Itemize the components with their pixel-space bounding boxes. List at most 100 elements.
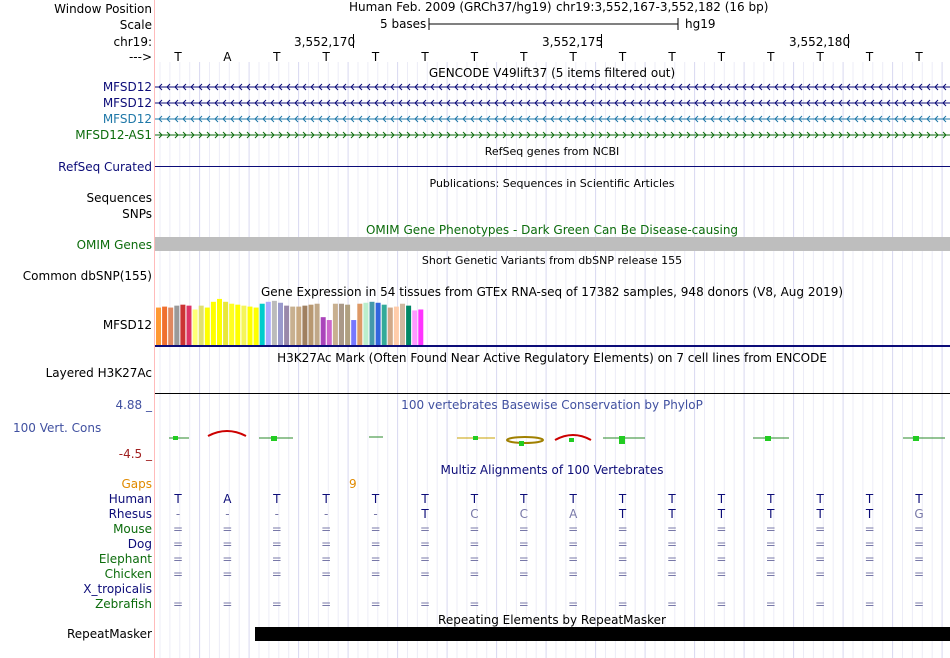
strand-arrow [550, 99, 555, 107]
strand-arrow [422, 99, 427, 107]
species-label[interactable]: Zebrafish [95, 597, 152, 611]
gencode-transcripts[interactable] [155, 80, 950, 144]
gaps-label[interactable]: Gaps [121, 477, 152, 491]
gtex-expression-chart[interactable] [155, 297, 950, 349]
strand-arrow [662, 115, 667, 123]
h3k27ac-label[interactable]: Layered H3K27Ac [45, 366, 152, 380]
strand-arrow [694, 83, 699, 91]
strand-arrow [470, 83, 475, 91]
dbsnp-label[interactable]: Common dbSNP(155) [22, 269, 152, 283]
strand-arrow [822, 99, 827, 107]
strand-arrow [606, 131, 611, 139]
strand-arrow [518, 83, 523, 91]
h3k27ac-title[interactable]: H3K27Ac Mark (Often Found Near Active Re… [277, 351, 827, 365]
conservation-label[interactable]: 100 Vert. Cons [13, 421, 102, 435]
species-label[interactable]: Chicken [104, 567, 152, 581]
strand-arrow [342, 131, 347, 139]
alignment-base: = [666, 597, 678, 611]
alignment-base: = [321, 567, 332, 581]
strand-arrow [390, 115, 395, 123]
strand-arrow [262, 99, 267, 107]
gencode-track-label[interactable]: MFSD12 [102, 80, 152, 94]
strand-arrow [622, 115, 627, 123]
strand-arrow [334, 115, 339, 123]
repeatmasker-label[interactable]: RepeatMasker [66, 627, 152, 641]
strand-arrow [766, 131, 771, 139]
alignment-base: = [222, 597, 233, 611]
strand-arrow [222, 131, 227, 139]
repeatmasker-title[interactable]: Repeating Elements by RepeatMasker [438, 613, 666, 627]
species-label[interactable]: Mouse [113, 522, 152, 536]
strand-arrow [502, 131, 507, 139]
strand-arrow [646, 99, 651, 107]
strand-arrow [294, 99, 299, 107]
omim-title[interactable]: OMIM Gene Phenotypes - Dark Green Can Be… [365, 223, 739, 237]
species-label[interactable]: X_tropicalis [83, 582, 152, 596]
refseq-title[interactable]: RefSeq genes from NCBI [484, 145, 620, 158]
strand-arrow [462, 99, 467, 107]
gtex-label[interactable]: MFSD12 [102, 318, 152, 332]
conservation-plot[interactable] [155, 426, 950, 448]
strand-arrow [782, 131, 787, 139]
strand-arrow [518, 115, 523, 123]
strand-arrow [942, 115, 947, 123]
alignment-base: = [568, 597, 579, 611]
gencode-title[interactable]: GENCODE V49lift37 (5 items filtered out) [428, 66, 676, 80]
publications-snps-label[interactable]: SNPs [122, 207, 152, 221]
strand-arrow [694, 115, 699, 123]
publications-sequences-label[interactable]: Sequences [86, 191, 152, 205]
gtex-tissue-bar [418, 309, 424, 345]
gtex-tissue-bar [357, 303, 363, 345]
strand-arrow [774, 99, 779, 107]
refseq-gene-line[interactable] [155, 166, 950, 167]
gtex-title[interactable]: Gene Expression in 54 tissues from GTEx … [260, 285, 844, 299]
region-text[interactable]: chr19:3,552,167-3,552,182 (16 bp) [556, 0, 769, 14]
gtex-tissue-bar [198, 305, 204, 345]
dbsnp-title[interactable]: Short Genetic Variants from dbSNP releas… [421, 254, 683, 267]
multiz-title[interactable]: Multiz Alignments of 100 Vertebrates [440, 463, 664, 477]
strand-arrow [526, 99, 531, 107]
strand-arrow [934, 131, 939, 139]
omim-feature-bar[interactable] [155, 237, 950, 251]
strand-arrow [462, 115, 467, 123]
gencode-track-label[interactable]: MFSD12 [102, 96, 152, 110]
publications-title[interactable]: Publications: Sequences in Scientific Ar… [429, 177, 675, 190]
alignment-base: = [815, 522, 826, 536]
strand-arrow [542, 115, 547, 123]
species-label[interactable]: Dog [127, 537, 152, 551]
species-label[interactable]: Human [108, 492, 152, 506]
strand-arrow [574, 131, 579, 139]
gtex-tissue-bar [223, 301, 229, 345]
strand-arrow [598, 83, 603, 91]
gencode-track-label[interactable]: MFSD12 [102, 112, 152, 126]
strand-arrow [430, 83, 435, 91]
strand-arrow [158, 83, 163, 91]
species-label[interactable]: Rhesus [108, 507, 152, 521]
alignment-base: = [765, 537, 776, 551]
strand-arrow [798, 99, 803, 107]
alignment-base: = [370, 537, 381, 551]
strand-arrow [934, 115, 939, 123]
omim-label[interactable]: OMIM Genes [76, 238, 152, 252]
strand-arrow [790, 131, 795, 139]
strand-arrow [334, 99, 339, 107]
gencode-track-label[interactable]: MFSD12-AS1 [75, 128, 152, 142]
strand-arrow [310, 99, 315, 107]
strand-arrow [190, 115, 195, 123]
alignment-base: = [370, 567, 381, 581]
alignment-base: T [865, 492, 874, 506]
strand-arrow [286, 83, 291, 91]
alignment-base: = [419, 522, 431, 536]
strand-arrow [886, 83, 891, 91]
alignment-base: = [815, 597, 826, 611]
conservation-title[interactable]: 100 vertebrates Basewise Conservation by… [401, 398, 703, 412]
species-label[interactable]: Elephant [98, 552, 152, 566]
refseq-label[interactable]: RefSeq Curated [58, 160, 152, 174]
gencode-transcript [155, 83, 950, 91]
gtex-tissue-bar [320, 317, 326, 345]
gtex-tissue-bar [381, 304, 387, 345]
strand-arrow [518, 99, 523, 107]
repeatmasker-element[interactable] [255, 627, 950, 641]
strand-arrow [814, 99, 819, 107]
gtex-tissue-bar [369, 301, 375, 345]
